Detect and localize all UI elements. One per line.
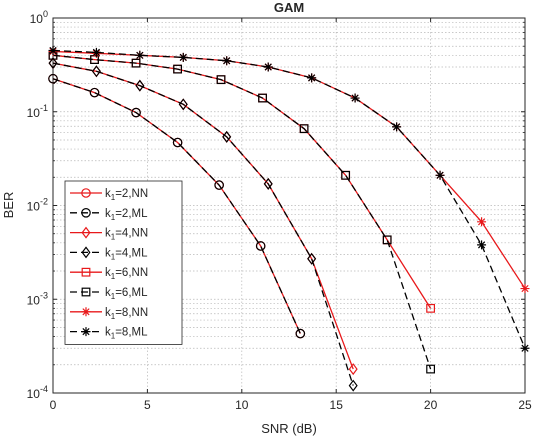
series-line [52, 78, 301, 334]
legend-entry: k1=8,ML [70, 327, 148, 341]
data-point [131, 107, 141, 118]
data-point [135, 50, 145, 60]
series-line [52, 49, 526, 349]
data-point [426, 303, 435, 313]
data-point [348, 363, 358, 376]
data-point [214, 180, 224, 190]
x-tick-label: 5 [144, 398, 151, 412]
x-axis-label: SNR (dB) [261, 421, 317, 436]
data-point [48, 73, 58, 84]
data-point [307, 252, 317, 265]
legend-entry: k1=2,ML [70, 208, 148, 222]
data-point [299, 124, 309, 134]
axis-ticks [52, 17, 526, 394]
data-point [255, 241, 266, 251]
legend-marker [81, 226, 91, 239]
legend-label: k1=2,NN [105, 188, 148, 202]
data-point [477, 217, 487, 227]
legend-label: k1=4,NN [105, 228, 148, 242]
chart-title: GAM [274, 0, 304, 15]
legend-marker [81, 307, 91, 317]
legend-label: k1=8,NN [105, 307, 148, 321]
legend-entry: k1=6,NN [70, 267, 148, 281]
data-point [222, 130, 232, 143]
data-point [216, 75, 226, 85]
data-point [222, 56, 232, 66]
series-layer [48, 46, 530, 392]
data-point [435, 170, 445, 180]
data-point [520, 343, 530, 353]
data-point [135, 79, 145, 92]
x-tick-label: 25 [518, 398, 532, 412]
legend-label: k1=4,ML [105, 247, 148, 261]
legend-label: k1=2,ML [105, 208, 148, 222]
legend-entry: k1=4,ML [70, 246, 148, 261]
y-tick-labels: 100 10-1 10-2 10-3 10-4 [27, 9, 48, 401]
data-point [348, 379, 358, 392]
data-point [173, 64, 183, 74]
data-point [392, 122, 402, 132]
y-tick-label: 100 [30, 9, 48, 26]
series-k1-2-ml [48, 73, 306, 339]
data-point [258, 93, 267, 103]
series-line [52, 54, 432, 370]
data-point [307, 73, 317, 83]
data-point [426, 364, 435, 374]
x-tick-label: 20 [424, 398, 438, 412]
x-tick-label: 0 [50, 398, 57, 412]
legend-entry: k1=2,NN [70, 188, 148, 202]
legend-label: k1=6,ML [105, 287, 148, 301]
y-tick-label: 10-2 [27, 197, 48, 214]
legend-marker [81, 208, 91, 218]
legend-marker [81, 327, 91, 337]
data-point [48, 57, 58, 70]
x-tick-label: 15 [330, 398, 344, 412]
legend-entry: k1=8,NN [70, 307, 148, 321]
data-point [89, 87, 100, 98]
legend-entry: k1=6,ML [70, 287, 148, 301]
data-point [520, 284, 530, 294]
data-point [178, 52, 188, 62]
legend: k1=2,NN k1=2,ML k1=4,NN k1=4,ML k1=6,NN k1=6,… [64, 180, 183, 345]
y-tick-label: 10-4 [27, 384, 48, 401]
series-k1-8-ml [48, 46, 530, 353]
x-tick-labels: 0 5 10 15 20 25 [50, 398, 532, 412]
data-point [178, 98, 188, 111]
x-tick-label: 10 [235, 398, 249, 412]
data-point [131, 58, 141, 68]
data-point [91, 65, 101, 78]
data-point [382, 235, 392, 245]
y-axis-label: BER [1, 192, 16, 219]
data-point [172, 137, 183, 148]
y-tick-label: 10-1 [27, 103, 48, 120]
data-point [295, 328, 306, 339]
legend-marker [81, 246, 91, 259]
legend-entry: k1=4,NN [70, 226, 148, 242]
grid [53, 18, 525, 393]
data-point [341, 170, 351, 180]
data-point [263, 62, 273, 72]
data-point [477, 240, 487, 250]
legend-label: k1=8,ML [105, 327, 148, 341]
series-line [52, 62, 354, 370]
data-point [91, 47, 101, 57]
y-tick-label: 10-3 [27, 290, 48, 307]
legend-marker [81, 287, 91, 297]
legend-label: k1=6,NN [105, 267, 148, 281]
data-point [350, 93, 360, 103]
series-k1-4-ml [48, 57, 358, 392]
legend-box [64, 180, 183, 345]
data-point [48, 46, 58, 56]
data-point [263, 177, 273, 190]
legend-marker [81, 188, 91, 198]
legend-marker [81, 267, 91, 277]
